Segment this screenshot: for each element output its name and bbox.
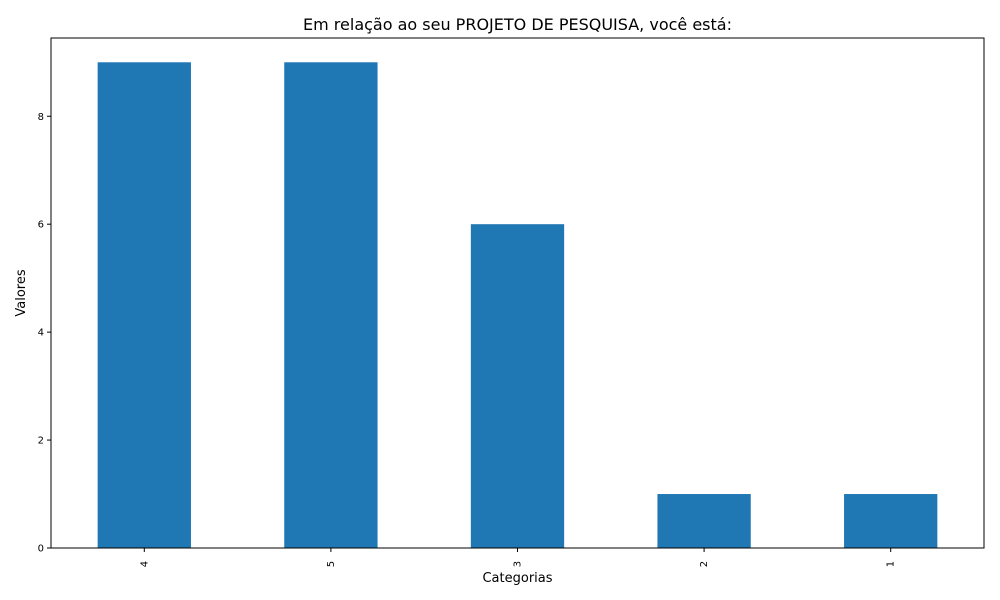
x-tick-label-4: 4 <box>139 561 150 567</box>
y-tick-label-8: 8 <box>38 112 44 123</box>
y-axis-label: Valores <box>14 269 29 316</box>
y-axis-ticks: 0 2 4 6 8 <box>38 112 51 555</box>
x-tick-label-3: 3 <box>513 561 524 567</box>
bars-group <box>97 62 938 549</box>
bar-5 <box>284 62 378 549</box>
plot-frame <box>50 37 985 549</box>
y-tick-label-2: 2 <box>38 436 44 447</box>
y-tick-label-0: 0 <box>38 544 44 555</box>
x-axis-ticks: 4 5 3 2 1 <box>139 548 897 567</box>
x-tick-label-2: 2 <box>699 561 710 567</box>
chart-title: Em relação ao seu PROJETO DE PESQUISA, v… <box>303 15 732 34</box>
x-tick-label-5: 5 <box>326 561 337 567</box>
bar-2 <box>657 494 751 548</box>
x-axis-label: Categorias <box>482 571 552 586</box>
bar-4 <box>97 62 191 549</box>
y-tick-label-6: 6 <box>38 220 44 231</box>
bar-1 <box>844 494 938 548</box>
bar-3 <box>470 224 565 548</box>
y-tick-label-4: 4 <box>38 328 44 339</box>
x-tick-label-1: 1 <box>886 561 897 567</box>
